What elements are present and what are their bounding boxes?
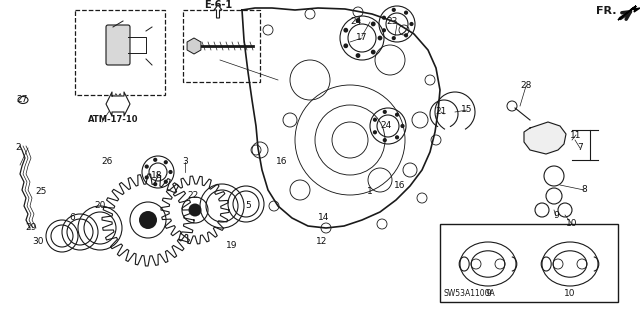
Text: 8: 8 — [581, 186, 587, 195]
Circle shape — [153, 182, 157, 186]
Circle shape — [382, 16, 386, 20]
Text: 14: 14 — [318, 213, 330, 222]
Circle shape — [189, 204, 202, 217]
Text: 21: 21 — [435, 108, 447, 116]
Circle shape — [371, 50, 376, 55]
Text: 20: 20 — [94, 202, 106, 211]
Polygon shape — [618, 6, 640, 20]
Circle shape — [392, 8, 396, 12]
Text: 22: 22 — [188, 191, 198, 201]
Circle shape — [392, 36, 396, 40]
Text: 16: 16 — [394, 182, 406, 190]
Polygon shape — [106, 92, 130, 116]
Text: 6: 6 — [69, 213, 75, 222]
Text: 11: 11 — [570, 130, 582, 139]
Circle shape — [153, 158, 157, 162]
Text: 9: 9 — [485, 290, 491, 299]
Text: ATM-17-10: ATM-17-10 — [88, 115, 138, 124]
FancyBboxPatch shape — [106, 25, 130, 65]
Circle shape — [164, 160, 168, 164]
Circle shape — [168, 170, 173, 174]
Circle shape — [373, 130, 377, 134]
Bar — [75, 10, 165, 95]
Circle shape — [164, 180, 168, 184]
Text: 10: 10 — [566, 219, 578, 228]
Circle shape — [373, 118, 377, 122]
Circle shape — [395, 135, 399, 139]
Circle shape — [395, 113, 399, 117]
Text: 30: 30 — [32, 238, 44, 247]
Circle shape — [356, 18, 360, 23]
Circle shape — [344, 43, 348, 48]
Circle shape — [383, 110, 387, 114]
FancyArrow shape — [214, 5, 222, 18]
Text: 18: 18 — [151, 170, 163, 180]
Text: 29: 29 — [26, 224, 36, 233]
Text: 15: 15 — [461, 106, 473, 115]
Circle shape — [145, 165, 149, 169]
Text: FR.: FR. — [596, 6, 616, 16]
Text: 10: 10 — [564, 290, 576, 299]
Text: 1: 1 — [367, 188, 373, 197]
Text: 26: 26 — [101, 158, 113, 167]
Text: E-6-1: E-6-1 — [204, 0, 232, 10]
Bar — [440, 224, 618, 302]
Circle shape — [382, 28, 386, 33]
Circle shape — [401, 124, 404, 128]
Text: 7: 7 — [577, 144, 583, 152]
Text: 27: 27 — [16, 95, 28, 105]
Circle shape — [371, 21, 376, 26]
Circle shape — [410, 22, 413, 26]
Bar — [183, 10, 260, 82]
Text: 23: 23 — [387, 18, 397, 26]
Circle shape — [383, 138, 387, 142]
Text: 25: 25 — [35, 188, 47, 197]
Circle shape — [404, 11, 408, 15]
Circle shape — [145, 175, 149, 180]
Text: 9: 9 — [553, 211, 559, 220]
Text: 12: 12 — [316, 238, 328, 247]
Circle shape — [139, 211, 157, 229]
Polygon shape — [524, 122, 566, 154]
Text: 19: 19 — [227, 241, 237, 250]
Circle shape — [378, 36, 383, 41]
Text: SW53A1100A: SW53A1100A — [444, 289, 496, 298]
Text: 3: 3 — [182, 158, 188, 167]
Circle shape — [356, 53, 360, 58]
Text: 24: 24 — [350, 18, 362, 26]
Text: 16: 16 — [276, 158, 288, 167]
Text: 5: 5 — [245, 201, 251, 210]
Text: 2: 2 — [15, 144, 21, 152]
Text: 28: 28 — [520, 81, 532, 91]
Circle shape — [404, 33, 408, 37]
Circle shape — [344, 28, 348, 33]
Text: 17: 17 — [356, 33, 368, 42]
Text: 24: 24 — [380, 122, 392, 130]
